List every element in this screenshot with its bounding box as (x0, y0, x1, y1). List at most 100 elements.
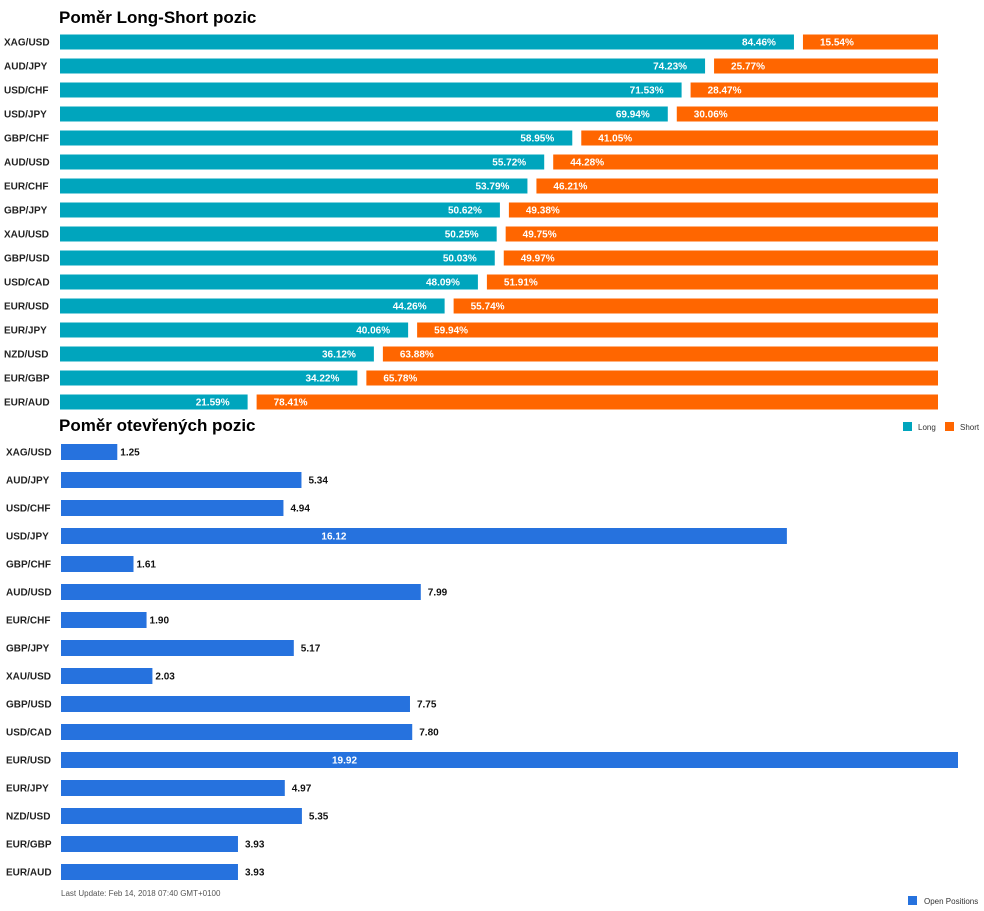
open-category-label-nzd-usd: NZD/USD (6, 812, 50, 823)
category-label-usd-chf: USD/CHF (4, 86, 48, 97)
open-value-label-eur-usd: 19.92 (332, 756, 357, 767)
open-bar-eur-jpy (61, 780, 285, 796)
short-bar-gbp-jpy (508, 202, 938, 218)
long-bar-aud-usd (60, 154, 545, 170)
long-value-label-nzd-usd: 36.12% (322, 350, 356, 361)
long-value-label-eur-usd: 44.26% (393, 302, 427, 313)
short-value-label-gbp-jpy: 49.38% (526, 206, 560, 217)
open-category-label-usd-cad: USD/CAD (6, 728, 52, 739)
category-label-eur-usd: EUR/USD (4, 302, 49, 313)
short-value-label-xau-usd: 49.75% (523, 230, 557, 241)
open-bar-aud-usd (61, 584, 421, 600)
short-value-label-gbp-chf: 41.05% (598, 134, 632, 145)
legend-long-swatch (903, 422, 912, 431)
long-value-label-usd-cad: 48.09% (426, 278, 460, 289)
open-category-label-gbp-chf: GBP/CHF (6, 560, 51, 571)
open-bar-eur-chf (61, 612, 147, 628)
short-bar-eur-jpy (417, 322, 938, 338)
category-label-aud-jpy: AUD/JPY (4, 62, 48, 73)
long-bar-usd-chf (60, 82, 682, 98)
short-bar-usd-jpy (676, 106, 938, 122)
long-value-label-gbp-jpy: 50.62% (448, 206, 482, 217)
category-label-gbp-chf: GBP/CHF (4, 134, 49, 145)
short-bar-eur-gbp (366, 370, 938, 386)
legend-long-label: Long (918, 423, 936, 432)
short-value-label-eur-usd: 55.74% (471, 302, 505, 313)
short-value-label-gbp-usd: 49.97% (521, 254, 555, 265)
short-value-label-nzd-usd: 63.88% (400, 350, 434, 361)
short-bar-aud-jpy (714, 58, 938, 74)
open-bar-aud-jpy (61, 472, 302, 488)
category-label-eur-chf: EUR/CHF (4, 182, 48, 193)
long-value-label-usd-chf: 71.53% (630, 86, 664, 97)
long-bar-xau-usd (60, 226, 497, 242)
open-value-label-gbp-jpy: 5.17 (301, 644, 321, 655)
short-bar-xau-usd (505, 226, 938, 242)
long-value-label-aud-jpy: 74.23% (653, 62, 687, 73)
open-value-label-gbp-chf: 1.61 (136, 560, 156, 571)
category-label-nzd-usd: NZD/USD (4, 350, 48, 361)
short-value-label-eur-aud: 78.41% (274, 398, 308, 409)
category-label-eur-jpy: EUR/JPY (4, 326, 47, 337)
legend-open-label: Open Positions (924, 897, 978, 906)
short-value-label-usd-chf: 28.47% (708, 86, 742, 97)
short-value-label-eur-gbp: 65.78% (383, 374, 417, 385)
category-label-eur-aud: EUR/AUD (4, 398, 50, 409)
category-label-xau-usd: XAU/USD (4, 230, 49, 241)
short-bar-eur-aud (256, 394, 939, 410)
open-value-label-usd-cad: 7.80 (419, 728, 439, 739)
long-value-label-eur-jpy: 40.06% (356, 326, 390, 337)
legend-short-label: Short (960, 423, 980, 432)
open-category-label-aud-usd: AUD/USD (6, 588, 52, 599)
long-value-label-eur-aud: 21.59% (196, 398, 230, 409)
open-bar-gbp-jpy (61, 640, 294, 656)
open-category-label-gbp-jpy: GBP/JPY (6, 644, 50, 655)
short-value-label-xag-usd: 15.54% (820, 38, 854, 49)
category-label-gbp-jpy: GBP/JPY (4, 206, 48, 217)
open-bar-eur-aud (61, 864, 238, 880)
long-value-label-xau-usd: 50.25% (445, 230, 479, 241)
legend-open-swatch (908, 896, 917, 905)
long-bar-eur-aud (60, 394, 248, 410)
short-value-label-usd-cad: 51.91% (504, 278, 538, 289)
open-bar-gbp-chf (61, 556, 134, 572)
open-value-label-xag-usd: 1.25 (120, 448, 140, 459)
category-label-usd-jpy: USD/JPY (4, 110, 47, 121)
category-label-xag-usd: XAG/USD (4, 38, 50, 49)
long-value-label-aud-usd: 55.72% (492, 158, 526, 169)
short-bar-usd-cad (486, 274, 938, 290)
long-bar-usd-cad (60, 274, 478, 290)
long-bar-gbp-jpy (60, 202, 500, 218)
category-label-aud-usd: AUD/USD (4, 158, 50, 169)
short-bar-gbp-usd (503, 250, 938, 266)
open-bar-xau-usd (61, 668, 153, 684)
short-value-label-aud-usd: 44.28% (570, 158, 604, 169)
short-bar-gbp-chf (581, 130, 938, 146)
long-bar-xag-usd (60, 34, 794, 50)
long-short-chart: XAG/USD 84.46% 15.54% AUD/JPY 74.23% 25.77% US… (4, 34, 980, 432)
long-bar-aud-jpy (60, 58, 706, 74)
short-value-label-aud-jpy: 25.77% (731, 62, 765, 73)
open-category-label-eur-gbp: EUR/GBP (6, 840, 52, 851)
short-bar-aud-usd (553, 154, 938, 170)
long-value-label-gbp-usd: 50.03% (443, 254, 477, 265)
short-bar-eur-chf (536, 178, 938, 194)
long-bar-eur-usd (60, 298, 445, 314)
open-category-label-xag-usd: XAG/USD (6, 448, 52, 459)
long-bar-eur-chf (60, 178, 528, 194)
long-bar-eur-jpy (60, 322, 409, 338)
legend-short-swatch (945, 422, 954, 431)
open-bar-eur-usd (61, 752, 958, 768)
open-value-label-eur-aud: 3.93 (245, 868, 265, 879)
short-bar-nzd-usd (382, 346, 938, 362)
open-category-label-xau-usd: XAU/USD (6, 672, 51, 683)
long-value-label-gbp-chf: 58.95% (520, 134, 554, 145)
long-bar-gbp-usd (60, 250, 495, 266)
open-category-label-eur-aud: EUR/AUD (6, 868, 52, 879)
open-category-label-eur-chf: EUR/CHF (6, 616, 50, 627)
category-label-usd-cad: USD/CAD (4, 278, 50, 289)
long-bar-usd-jpy (60, 106, 668, 122)
long-value-label-eur-gbp: 34.22% (305, 374, 339, 385)
open-bar-nzd-usd (61, 808, 302, 824)
short-bar-usd-chf (690, 82, 938, 98)
